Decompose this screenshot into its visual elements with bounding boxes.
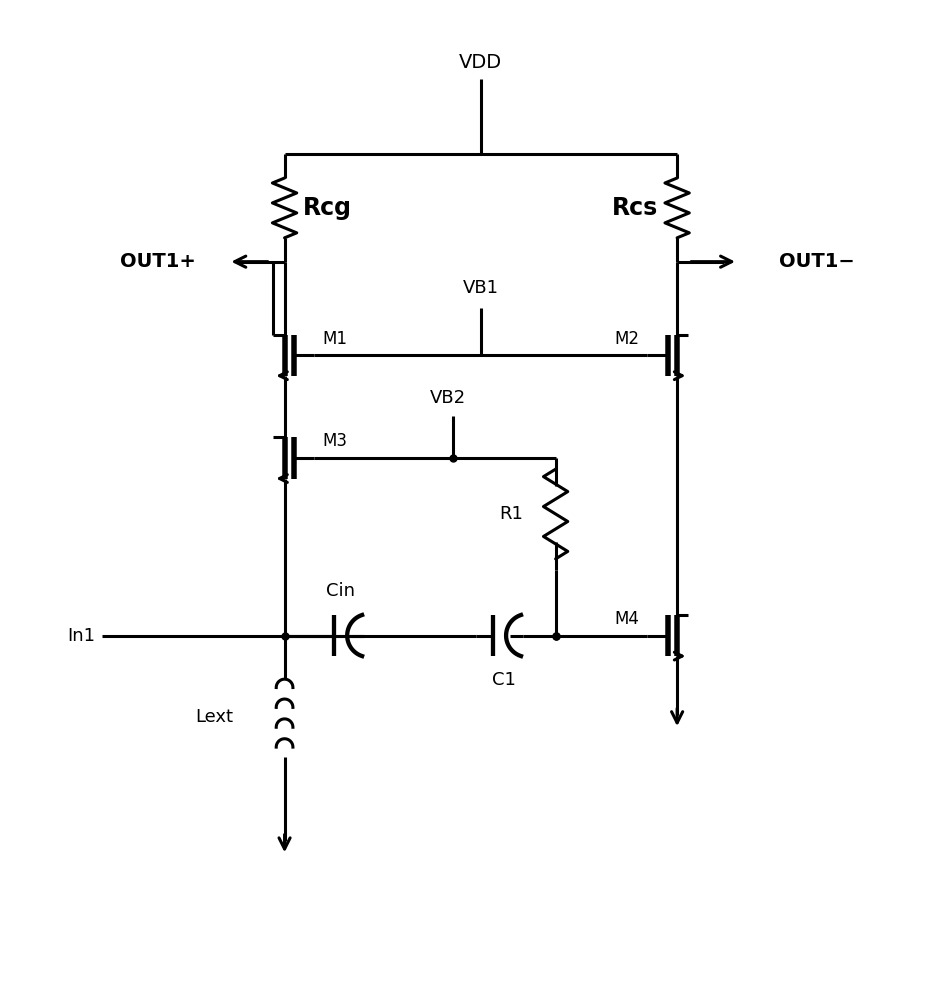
Text: In1: In1 [67,627,95,645]
Text: Rcs: Rcs [612,196,658,220]
Text: VB2: VB2 [430,389,466,407]
Text: R1: R1 [499,505,523,523]
Text: C1: C1 [492,671,516,689]
Text: VB1: VB1 [463,279,499,297]
Text: Cin: Cin [326,582,356,600]
Text: M4: M4 [615,610,639,628]
Text: OUT1+: OUT1+ [121,252,196,271]
Text: OUT1−: OUT1− [780,252,855,271]
Text: M1: M1 [322,330,347,348]
Text: Lext: Lext [195,708,233,726]
Text: M2: M2 [615,330,639,348]
Text: Rcg: Rcg [304,196,353,220]
Text: VDD: VDD [459,53,503,72]
Text: M3: M3 [322,432,347,450]
